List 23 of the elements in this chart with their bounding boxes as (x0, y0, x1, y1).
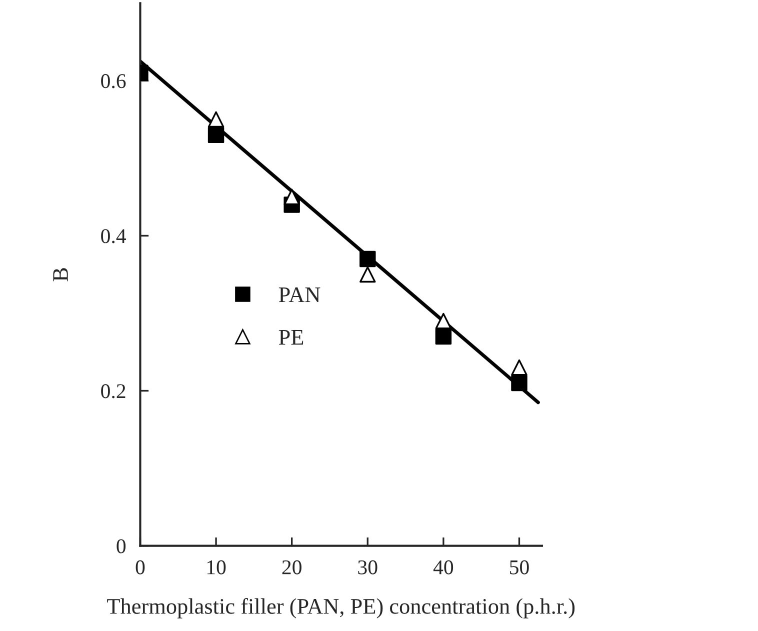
legend-label: PAN (278, 287, 320, 302)
legend-label: PE (278, 330, 304, 345)
point (360, 266, 376, 283)
y-tick-label: 0.2 (101, 384, 126, 398)
x-tick-label: 0 (136, 560, 145, 574)
point (360, 250, 376, 268)
point (511, 374, 528, 392)
point (511, 359, 528, 376)
y-axis-title: B (53, 268, 68, 282)
y-tick-label: 0.6 (101, 74, 126, 88)
x-tick-label: 10 (207, 560, 226, 574)
point (208, 111, 224, 128)
point (208, 126, 224, 144)
x-axis-title: Thermoplastic filler (PAN, PE) concentration (p.h.r.) (107, 598, 575, 618)
y-tick-label: 0 (116, 539, 126, 554)
x-tick-label: 40 (433, 560, 454, 574)
x-tick-label: 30 (358, 560, 378, 574)
point (435, 312, 452, 330)
point (284, 188, 300, 206)
point (435, 328, 452, 345)
x-tick-label: 20 (282, 560, 302, 574)
x-tick-label: 50 (510, 560, 529, 574)
y-tick-label: 0.4 (101, 229, 126, 244)
